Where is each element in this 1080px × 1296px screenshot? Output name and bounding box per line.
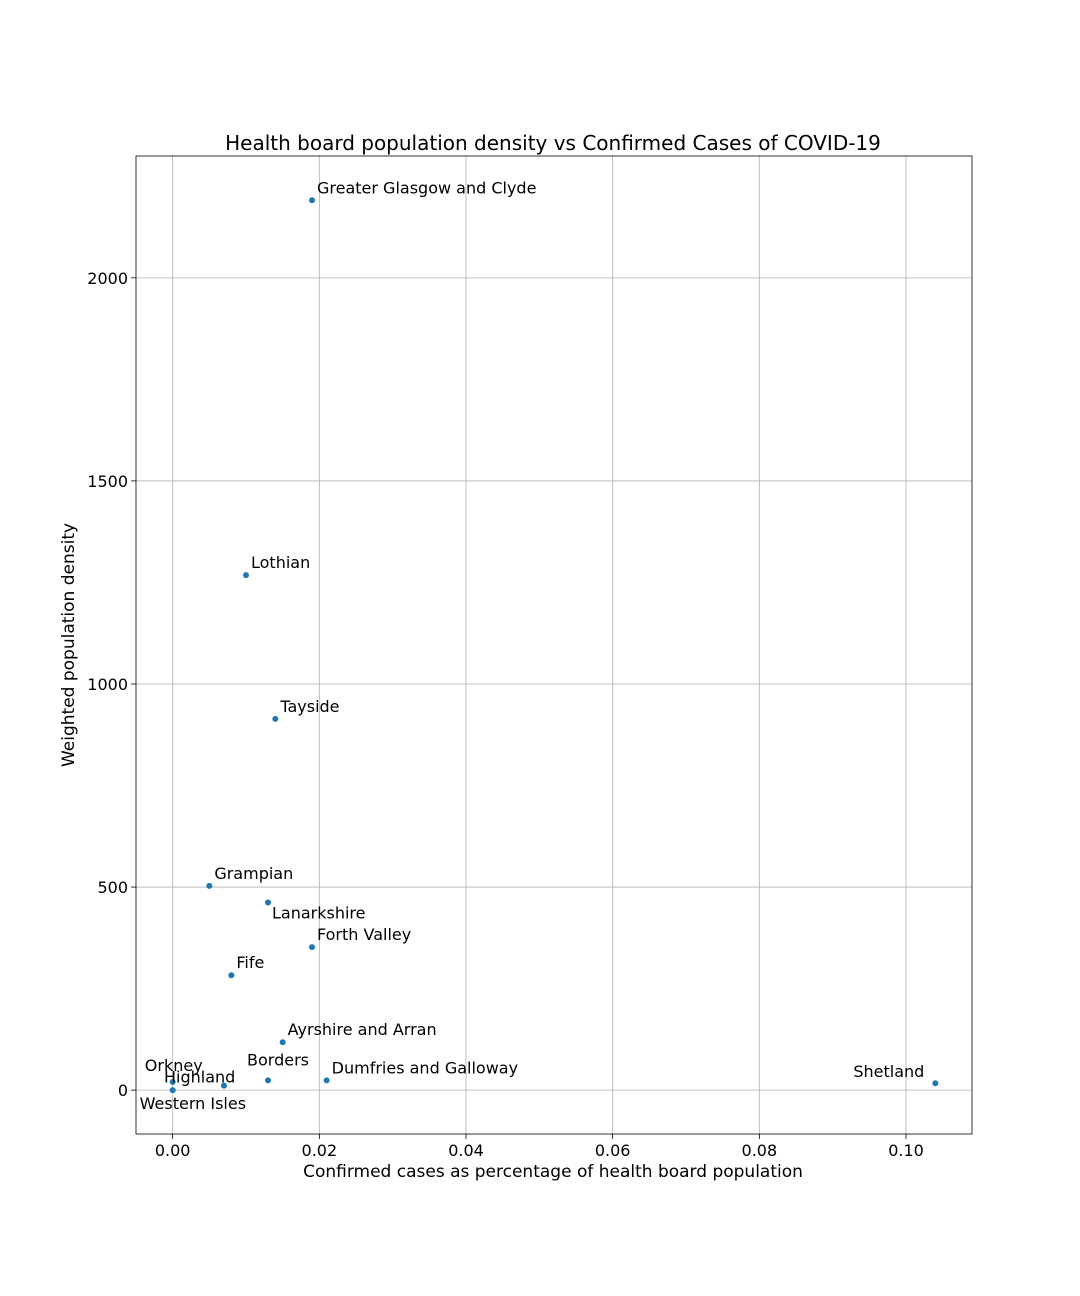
point-label: Forth Valley — [317, 925, 411, 944]
data-point — [221, 1082, 227, 1089]
point-label: Borders — [247, 1050, 309, 1069]
point-label: Lothian — [251, 553, 310, 572]
data-point — [279, 1039, 286, 1046]
x-tick-label: 0.04 — [448, 1141, 484, 1160]
x-tick-label: 0.08 — [742, 1141, 778, 1160]
point-label: Lanarkshire — [272, 903, 366, 922]
y-tick-label: 1000 — [87, 675, 128, 694]
y-tick-label: 500 — [97, 878, 128, 897]
point-label: Dumfries and Galloway — [332, 1058, 518, 1077]
data-point — [309, 197, 315, 204]
y-axis-label: Weighted population density — [59, 523, 79, 767]
axis-ticks: 0.00 0.02 0.04 0.06 0.08 0.10 0 500 1000 1500 2000 — [87, 269, 924, 1160]
point-label: Grampian — [214, 864, 293, 883]
x-tick-label: 0.02 — [302, 1141, 338, 1160]
grid-lines — [136, 156, 972, 1134]
point-label: Ayrshire and Arran — [288, 1020, 437, 1039]
point-labels: Greater Glasgow and Clyde Lothian Tayside G… — [140, 178, 925, 1113]
plot-frame — [135, 155, 973, 1135]
point-label: Fife — [236, 953, 264, 972]
y-tick-label: 0 — [118, 1081, 128, 1100]
y-tick-label: 1500 — [87, 472, 128, 491]
x-tick-label: 0.00 — [155, 1141, 191, 1160]
point-label: Highland — [164, 1068, 235, 1087]
point-label: Shetland — [853, 1062, 924, 1081]
x-tick-label: 0.06 — [595, 1141, 631, 1160]
data-point — [309, 944, 315, 951]
data-point — [243, 572, 249, 579]
x-axis-label: Confirmed cases as percentage of health … — [303, 1162, 803, 1182]
data-point — [169, 1087, 176, 1094]
data-points — [169, 197, 939, 1094]
data-point — [206, 882, 213, 889]
point-label: Tayside — [279, 697, 339, 716]
point-label: Greater Glasgow and Clyde — [317, 178, 536, 197]
data-point — [228, 972, 235, 979]
data-point — [265, 899, 271, 906]
point-label: Western Isles — [140, 1094, 246, 1113]
x-tick-label: 0.10 — [888, 1141, 924, 1160]
point-label: Orkney — [145, 1056, 203, 1075]
data-point — [932, 1080, 939, 1087]
data-point — [265, 1077, 271, 1084]
y-tick-label: 2000 — [87, 269, 128, 288]
data-point — [323, 1077, 330, 1084]
data-point — [272, 715, 279, 722]
data-point — [169, 1079, 176, 1086]
chart-title: Health board population density vs Confi… — [225, 131, 881, 155]
